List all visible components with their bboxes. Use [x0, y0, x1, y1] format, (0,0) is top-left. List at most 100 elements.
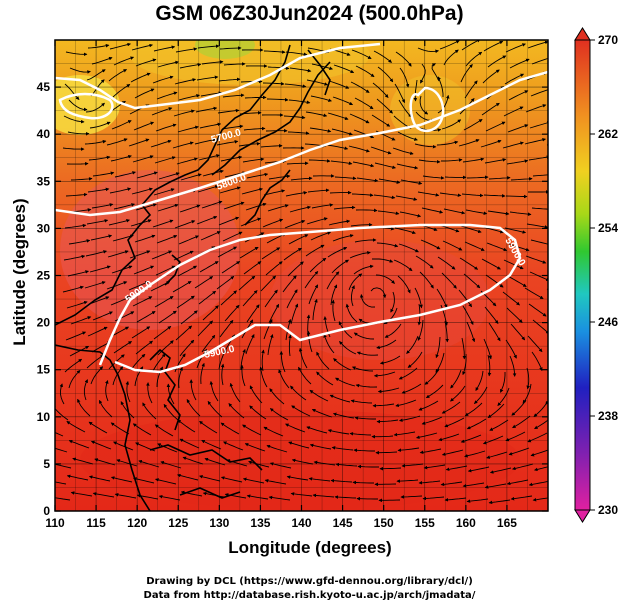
streamline — [286, 475, 309, 481]
streamline — [88, 475, 111, 482]
y-tick-label: 45 — [37, 80, 51, 94]
streamline — [546, 144, 548, 146]
streamline — [504, 227, 527, 234]
colorbar-max-arrow — [574, 27, 591, 41]
x-tick-label: 165 — [497, 516, 517, 530]
streamline — [550, 337, 566, 351]
streamline — [218, 348, 227, 370]
streamline — [136, 171, 158, 179]
streamline — [155, 478, 177, 485]
streamline — [70, 177, 93, 181]
streamline — [125, 381, 131, 403]
streamline — [89, 265, 111, 273]
streamline — [175, 47, 198, 53]
streamline — [264, 289, 278, 308]
streamline — [425, 384, 444, 399]
streamline — [418, 400, 439, 411]
streamline — [531, 57, 548, 65]
streamline — [172, 141, 194, 149]
streamline — [249, 405, 267, 420]
lat-lon-grid — [55, 40, 548, 511]
streamline — [464, 80, 478, 99]
streamline — [155, 123, 177, 132]
streamline — [407, 351, 423, 368]
streamline — [443, 208, 466, 215]
streamline — [327, 246, 348, 258]
streamline — [335, 462, 358, 467]
streamline — [423, 464, 446, 470]
streamline — [298, 366, 312, 385]
streamline — [529, 271, 548, 281]
streamline — [179, 204, 201, 213]
streamline — [264, 479, 287, 485]
streamline — [450, 369, 462, 389]
streamline — [547, 257, 548, 258]
streamline — [286, 161, 309, 166]
streamline — [63, 115, 85, 124]
streamline — [376, 242, 399, 248]
streamline — [111, 120, 132, 130]
streamline — [461, 40, 481, 51]
streamline — [154, 424, 174, 437]
streamline — [505, 339, 517, 359]
streamline — [326, 144, 349, 150]
streamline — [528, 480, 548, 487]
streamline — [462, 482, 485, 488]
streamline — [163, 403, 179, 421]
streamline — [69, 345, 90, 357]
streamline — [488, 499, 511, 505]
streamline — [393, 259, 413, 272]
streamline — [109, 187, 132, 194]
streamline — [91, 56, 113, 65]
streamline — [244, 443, 266, 452]
streamline — [392, 147, 414, 155]
streamline — [66, 161, 89, 166]
streamline — [265, 261, 283, 276]
streamline — [68, 239, 91, 245]
streamline — [55, 447, 68, 453]
streamline — [397, 275, 411, 294]
streamline — [105, 380, 109, 402]
streamline — [129, 250, 151, 259]
streamline — [290, 303, 299, 325]
streamline — [305, 111, 328, 118]
streamline — [260, 143, 283, 148]
streamline — [197, 320, 214, 337]
streamline — [400, 495, 423, 499]
streamline — [505, 194, 528, 199]
streamline — [527, 335, 543, 353]
streamline — [156, 366, 163, 388]
streamline — [245, 334, 255, 355]
streamline — [424, 368, 440, 385]
streamline — [177, 265, 198, 277]
streamline — [200, 91, 223, 97]
streamline — [68, 440, 90, 449]
streamline — [153, 188, 175, 196]
streamline — [309, 389, 329, 402]
streamline — [197, 185, 219, 193]
streamline — [334, 176, 357, 181]
streamline — [555, 176, 576, 177]
streamline — [154, 156, 176, 164]
streamline — [397, 447, 420, 452]
streamline — [266, 97, 289, 102]
streamline — [486, 242, 508, 252]
streamline — [308, 284, 319, 305]
streamline — [222, 93, 245, 98]
streamline — [269, 408, 289, 421]
streamline — [487, 210, 510, 216]
streamline — [160, 461, 182, 469]
streamline — [243, 126, 266, 131]
colorbar: 230 238 246 254 262 270 — [574, 27, 618, 523]
streamline — [261, 247, 281, 260]
streamline — [522, 383, 532, 404]
streamline — [371, 258, 394, 263]
x-tick-label: 135 — [250, 516, 270, 530]
streamline — [88, 421, 108, 434]
streamline — [223, 62, 246, 66]
streamline — [334, 495, 357, 499]
streamline — [355, 383, 378, 388]
streamline — [414, 143, 437, 149]
